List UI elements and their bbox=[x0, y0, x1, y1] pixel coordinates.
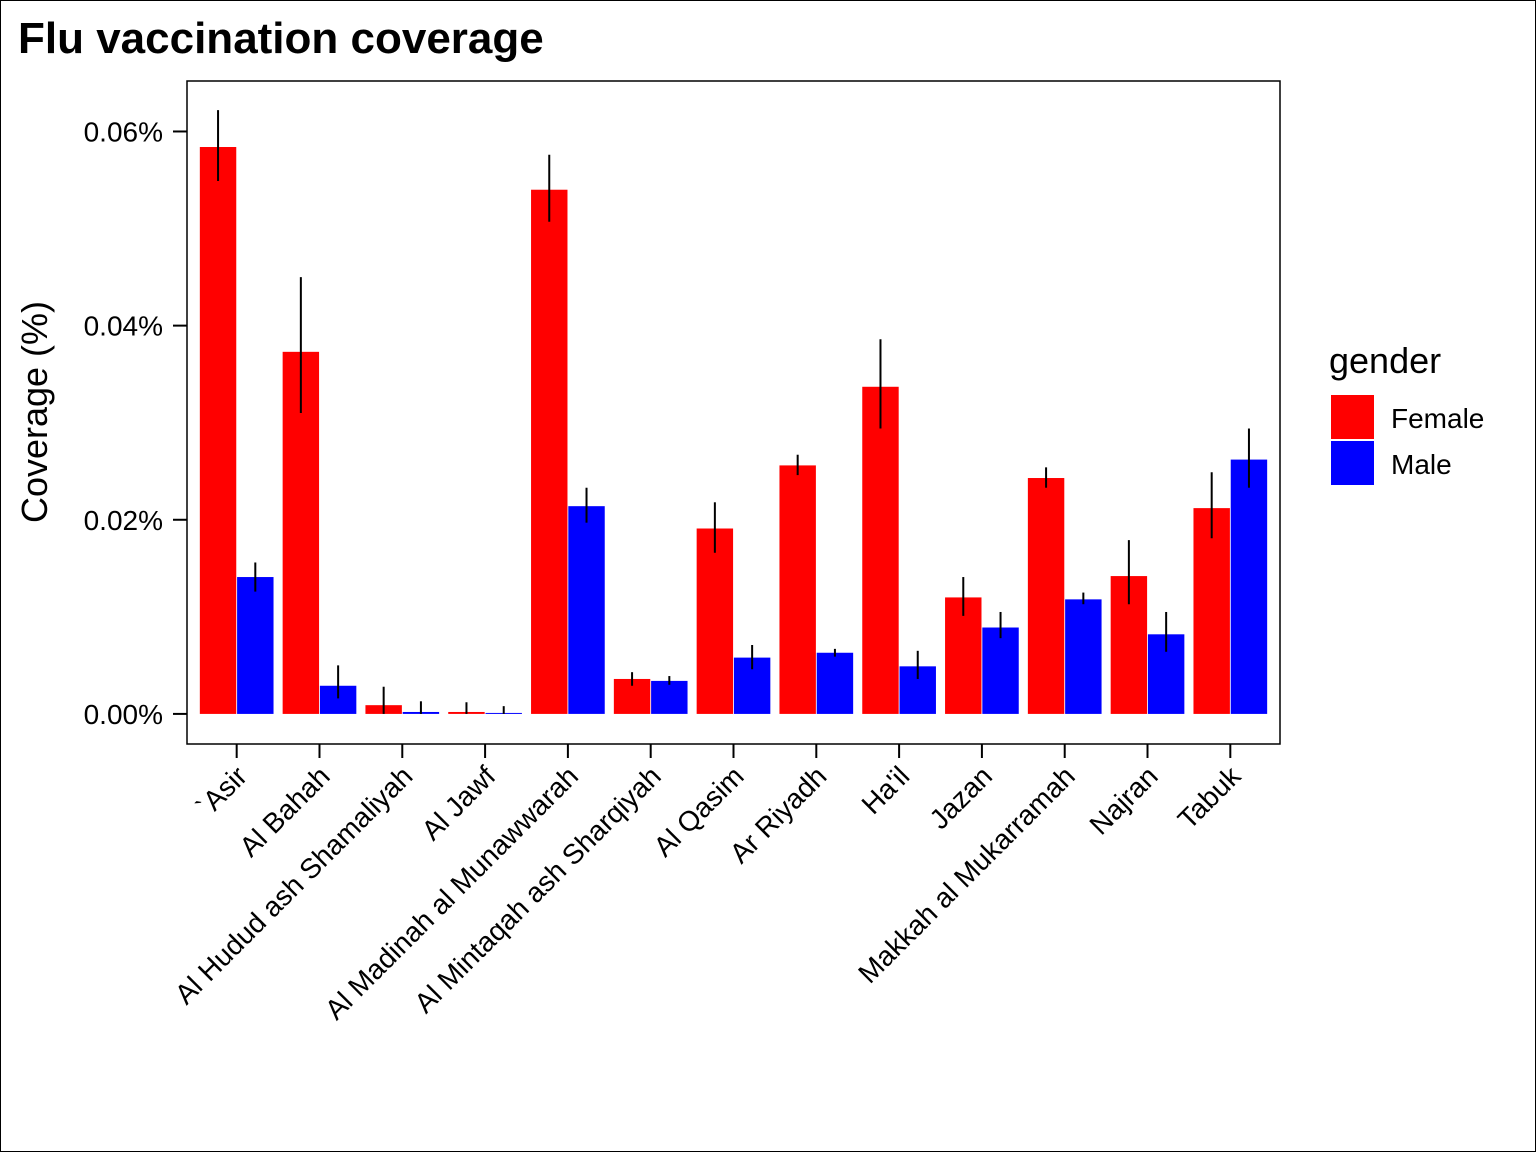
bar-male-5 bbox=[651, 680, 688, 714]
legend-key-female bbox=[1331, 395, 1374, 439]
y-tick-label-0: 0.00% bbox=[84, 699, 163, 730]
legend: gender Female Male bbox=[1329, 340, 1484, 485]
bar-female-9 bbox=[945, 597, 982, 714]
legend-key-male bbox=[1331, 441, 1374, 485]
bar-male-7 bbox=[816, 652, 854, 714]
plot-area bbox=[186, 80, 1281, 745]
x-tick-label-12: Tabuk bbox=[1172, 760, 1247, 835]
y-axis-title: Coverage (%) bbox=[14, 301, 55, 523]
x-tick-label-0: `Asir bbox=[190, 760, 253, 823]
bar-female-0 bbox=[199, 147, 237, 714]
bar-male-4 bbox=[568, 506, 605, 714]
x-tick-label-11: Najran bbox=[1083, 760, 1163, 840]
bar-female-4 bbox=[531, 189, 568, 714]
y-tick-label-1: 0.02% bbox=[84, 505, 163, 536]
legend-title: gender bbox=[1329, 340, 1441, 381]
x-tick-label-8: Ha'il bbox=[856, 760, 916, 820]
chart-title: Flu vaccination coverage bbox=[18, 14, 544, 63]
x-tick-label-9: Jazan bbox=[923, 760, 998, 835]
bar-female-8 bbox=[862, 386, 899, 714]
bar-male-9 bbox=[982, 627, 1019, 714]
bar-female-7 bbox=[779, 465, 816, 714]
legend-label-male: Male bbox=[1391, 449, 1452, 480]
bar-male-10 bbox=[1065, 599, 1102, 714]
y-axis: 0.00% 0.02% 0.04% 0.06% bbox=[84, 116, 187, 730]
bar-male-12 bbox=[1230, 459, 1268, 714]
bar-female-12 bbox=[1193, 508, 1230, 714]
bar-female-10 bbox=[1027, 478, 1065, 714]
bar-male-0 bbox=[237, 577, 274, 714]
y-tick-label-3: 0.06% bbox=[84, 116, 163, 147]
y-tick-label-2: 0.04% bbox=[84, 311, 163, 342]
legend-label-female: Female bbox=[1391, 403, 1484, 434]
bar-female-6 bbox=[696, 528, 734, 714]
